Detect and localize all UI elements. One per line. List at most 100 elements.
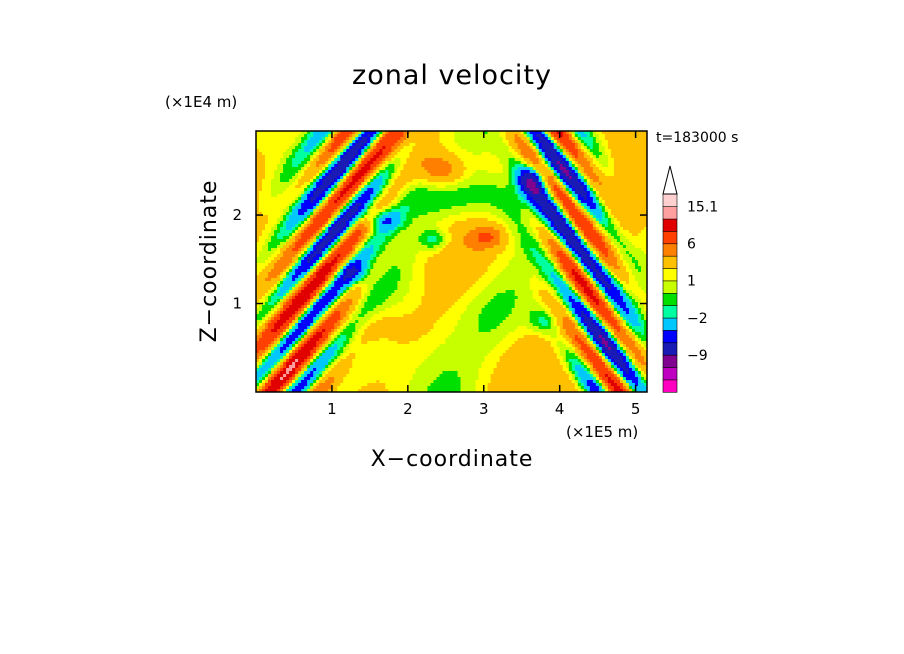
field-cell bbox=[385, 158, 389, 162]
field-cell bbox=[412, 155, 416, 159]
field-cell bbox=[472, 164, 476, 168]
field-cell bbox=[487, 239, 491, 243]
field-cell bbox=[259, 140, 263, 144]
field-cell bbox=[283, 173, 287, 177]
field-cell bbox=[361, 242, 365, 246]
field-cell bbox=[391, 185, 395, 189]
field-cell bbox=[286, 224, 290, 228]
field-cell bbox=[430, 179, 434, 183]
field-cell bbox=[256, 209, 260, 213]
field-cell bbox=[268, 182, 272, 186]
field-cell bbox=[517, 212, 522, 216]
field-cell bbox=[367, 236, 371, 240]
field-cell bbox=[547, 149, 552, 153]
field-cell bbox=[421, 188, 425, 192]
field-cell bbox=[463, 152, 467, 156]
field-cell bbox=[301, 131, 305, 135]
field-cell bbox=[550, 164, 555, 168]
field-cell bbox=[295, 239, 299, 243]
field-cell bbox=[571, 140, 576, 144]
field-cell bbox=[355, 239, 359, 243]
field-cell bbox=[547, 194, 552, 198]
field-cell bbox=[511, 233, 516, 237]
field-cell bbox=[445, 227, 449, 231]
field-cell bbox=[280, 221, 284, 225]
field-cell bbox=[556, 227, 561, 231]
field-cell bbox=[265, 239, 269, 243]
field-cell bbox=[325, 203, 329, 207]
field-cell bbox=[628, 224, 633, 228]
field-cell bbox=[556, 152, 561, 156]
field-cell bbox=[307, 146, 311, 150]
field-cell bbox=[268, 140, 272, 144]
field-cell bbox=[415, 215, 419, 219]
field-cell bbox=[292, 185, 296, 189]
field-cell bbox=[475, 239, 479, 243]
field-cell bbox=[502, 230, 507, 234]
field-cell bbox=[364, 239, 368, 243]
field-cell bbox=[631, 218, 636, 222]
field-cell bbox=[325, 209, 329, 213]
field-cell bbox=[643, 131, 647, 135]
field-cell bbox=[589, 149, 594, 153]
field-cell bbox=[577, 218, 582, 222]
field-cell bbox=[598, 164, 603, 168]
field-cell bbox=[532, 227, 537, 231]
field-cell bbox=[574, 191, 579, 195]
field-cell bbox=[625, 164, 630, 168]
field-cell bbox=[544, 221, 549, 225]
field-cell bbox=[283, 233, 287, 237]
field-cell bbox=[286, 194, 290, 198]
field-cell bbox=[487, 164, 491, 168]
field-cell bbox=[598, 143, 603, 147]
field-cell bbox=[499, 197, 504, 201]
field-cell bbox=[616, 143, 621, 147]
field-cell bbox=[283, 215, 287, 219]
field-cell bbox=[625, 221, 630, 225]
field-cell bbox=[640, 239, 645, 243]
field-cell bbox=[322, 140, 326, 144]
field-cell bbox=[313, 134, 317, 138]
field-cell bbox=[541, 221, 546, 225]
field-cell bbox=[505, 200, 510, 204]
field-cell bbox=[559, 176, 564, 180]
field-cell bbox=[631, 134, 636, 138]
field-cell bbox=[358, 170, 362, 174]
field-cell bbox=[325, 131, 329, 135]
field-cell bbox=[421, 161, 425, 165]
field-cell bbox=[442, 200, 446, 204]
field-cell bbox=[454, 227, 458, 231]
field-cell bbox=[385, 188, 389, 192]
field-cell bbox=[367, 146, 371, 150]
field-cell bbox=[550, 185, 555, 189]
field-cell bbox=[358, 149, 362, 153]
field-cell bbox=[430, 131, 434, 135]
field-cell bbox=[394, 242, 398, 246]
field-cell bbox=[370, 146, 374, 150]
field-cell bbox=[280, 194, 284, 198]
field-cell bbox=[553, 137, 558, 141]
field-cell bbox=[574, 185, 579, 189]
field-cell bbox=[583, 176, 588, 180]
field-cell bbox=[640, 191, 645, 195]
field-cell bbox=[514, 152, 519, 156]
field-cell bbox=[406, 242, 410, 246]
field-cell bbox=[445, 134, 449, 138]
field-cell bbox=[331, 197, 335, 201]
field-cell bbox=[604, 233, 609, 237]
field-cell bbox=[547, 176, 552, 180]
field-cell bbox=[490, 206, 495, 210]
field-cell bbox=[640, 152, 645, 156]
field-cell bbox=[412, 230, 416, 234]
field-cell bbox=[289, 146, 293, 150]
field-cell bbox=[340, 203, 344, 207]
field-cell bbox=[586, 209, 591, 213]
field-cell bbox=[472, 239, 476, 243]
field-cell bbox=[538, 176, 543, 180]
field-cell bbox=[271, 185, 275, 189]
field-cell bbox=[469, 215, 473, 219]
field-cell bbox=[346, 167, 350, 171]
field-cell bbox=[466, 143, 470, 147]
field-cell bbox=[397, 218, 401, 222]
field-cell bbox=[487, 200, 491, 204]
